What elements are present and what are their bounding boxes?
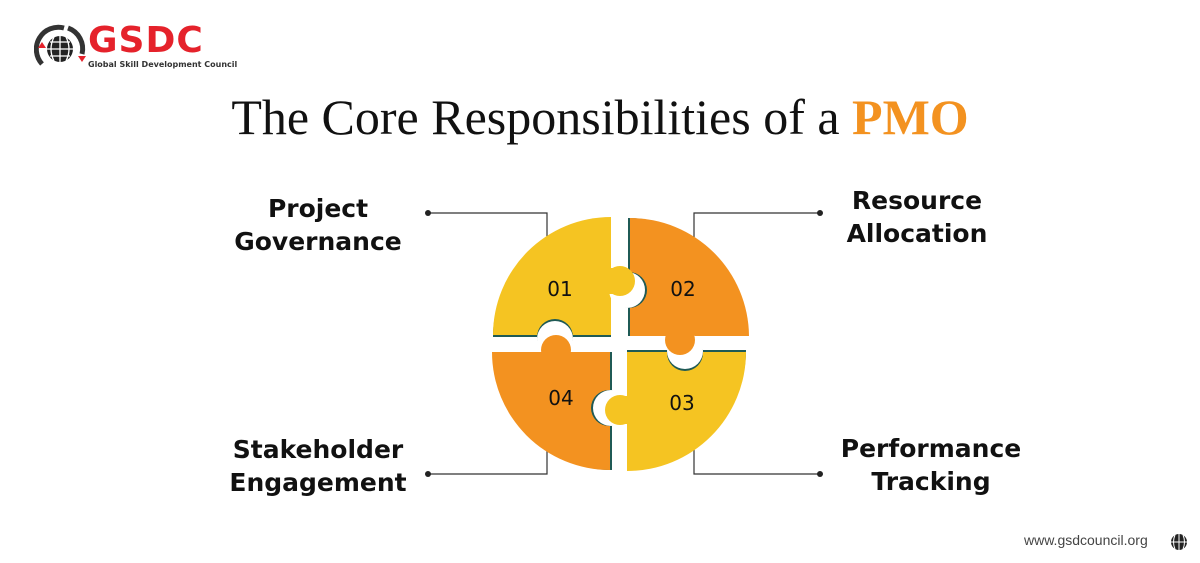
label-stakeholder-engagement: Stakeholder Engagement <box>188 433 448 499</box>
label-line: Performance <box>840 434 1022 463</box>
logo-text: GSDC <box>88 20 204 61</box>
piece-01 <box>493 217 611 335</box>
label-line: Engagement <box>229 468 407 497</box>
title-prefix: The Core Responsibilities of a <box>231 89 853 145</box>
label-line: Project <box>267 194 369 223</box>
globe-logo-icon <box>34 24 86 66</box>
piece-number-04: 04 <box>548 386 573 410</box>
tab-02 <box>665 325 695 355</box>
connector-lines <box>428 212 820 475</box>
label-line: Governance <box>234 227 402 256</box>
label-line: Resource <box>851 186 983 215</box>
logo-tagline: Global Skill Development Council <box>88 60 238 69</box>
label-line: Stakeholder <box>232 435 404 464</box>
piece-number-03: 03 <box>669 391 694 415</box>
page-title: The Core Responsibilities of a PMO <box>0 88 1200 146</box>
label-performance-tracking: Performance Tracking <box>801 432 1061 498</box>
globe-icon <box>1171 534 1187 550</box>
tab-04 <box>541 335 571 365</box>
label-project-governance: Project Governance <box>188 192 448 258</box>
piece-number-01: 01 <box>547 277 572 301</box>
connector-dots <box>425 210 823 477</box>
footer-url: www.gsdcouncil.org <box>1024 532 1148 548</box>
label-line: Allocation <box>846 219 988 248</box>
piece-04 <box>492 352 610 470</box>
piece-number-02: 02 <box>670 277 695 301</box>
title-highlight: PMO <box>852 89 969 145</box>
piece-02 <box>630 218 749 336</box>
piece-03 <box>627 352 746 471</box>
label-resource-allocation: Resource Allocation <box>787 184 1047 250</box>
label-line: Tracking <box>871 467 991 496</box>
